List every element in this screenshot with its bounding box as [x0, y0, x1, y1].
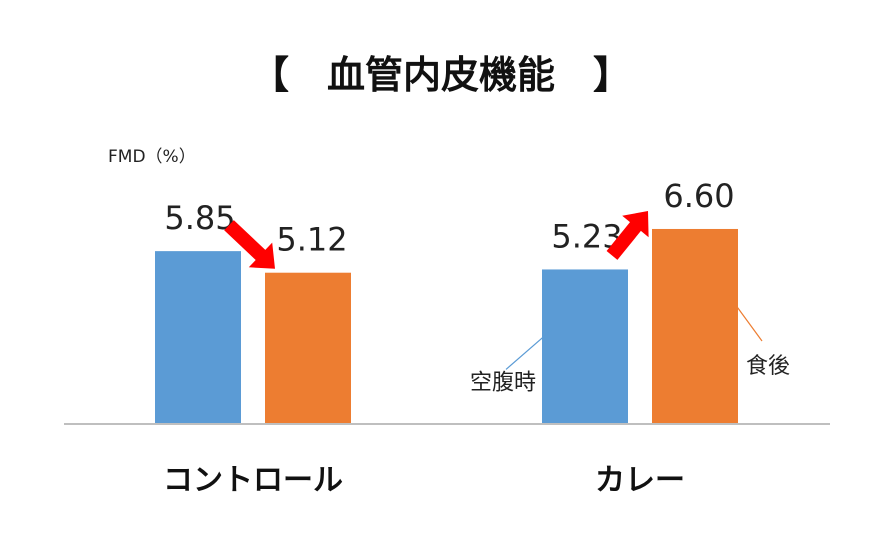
arrow-down-icon: [224, 220, 275, 269]
bar-2-1: [542, 269, 628, 424]
value-label-2-2: 6.60: [663, 177, 734, 215]
value-labels-group: 5.855.12 5.236.60: [164, 177, 734, 259]
bar-1-2: [265, 272, 351, 424]
series-callouts-group: 空腹時 食後: [470, 288, 790, 395]
category-labels-group: コントロール カレー: [163, 463, 685, 498]
bar-2-2: [652, 228, 738, 424]
bars-group: [155, 228, 738, 424]
chart-title: 【 血管内皮機能 】: [251, 53, 631, 97]
series-callout-label-1: 空腹時: [470, 370, 536, 395]
value-label-1-2: 5.12: [276, 221, 347, 259]
category-label-1: コントロール: [163, 463, 343, 498]
y-axis-unit-label: FMD（%）: [108, 147, 196, 167]
value-label-1-1: 5.85: [164, 199, 235, 237]
bar-1-1: [155, 251, 241, 424]
arrows-group: [224, 211, 649, 269]
category-label-2: カレー: [595, 463, 685, 498]
arrow-up-icon: [606, 211, 649, 260]
callout-leader-1: [505, 329, 553, 370]
series-callout-label-2: 食後: [746, 354, 790, 379]
callout-leader-2: [723, 288, 763, 342]
